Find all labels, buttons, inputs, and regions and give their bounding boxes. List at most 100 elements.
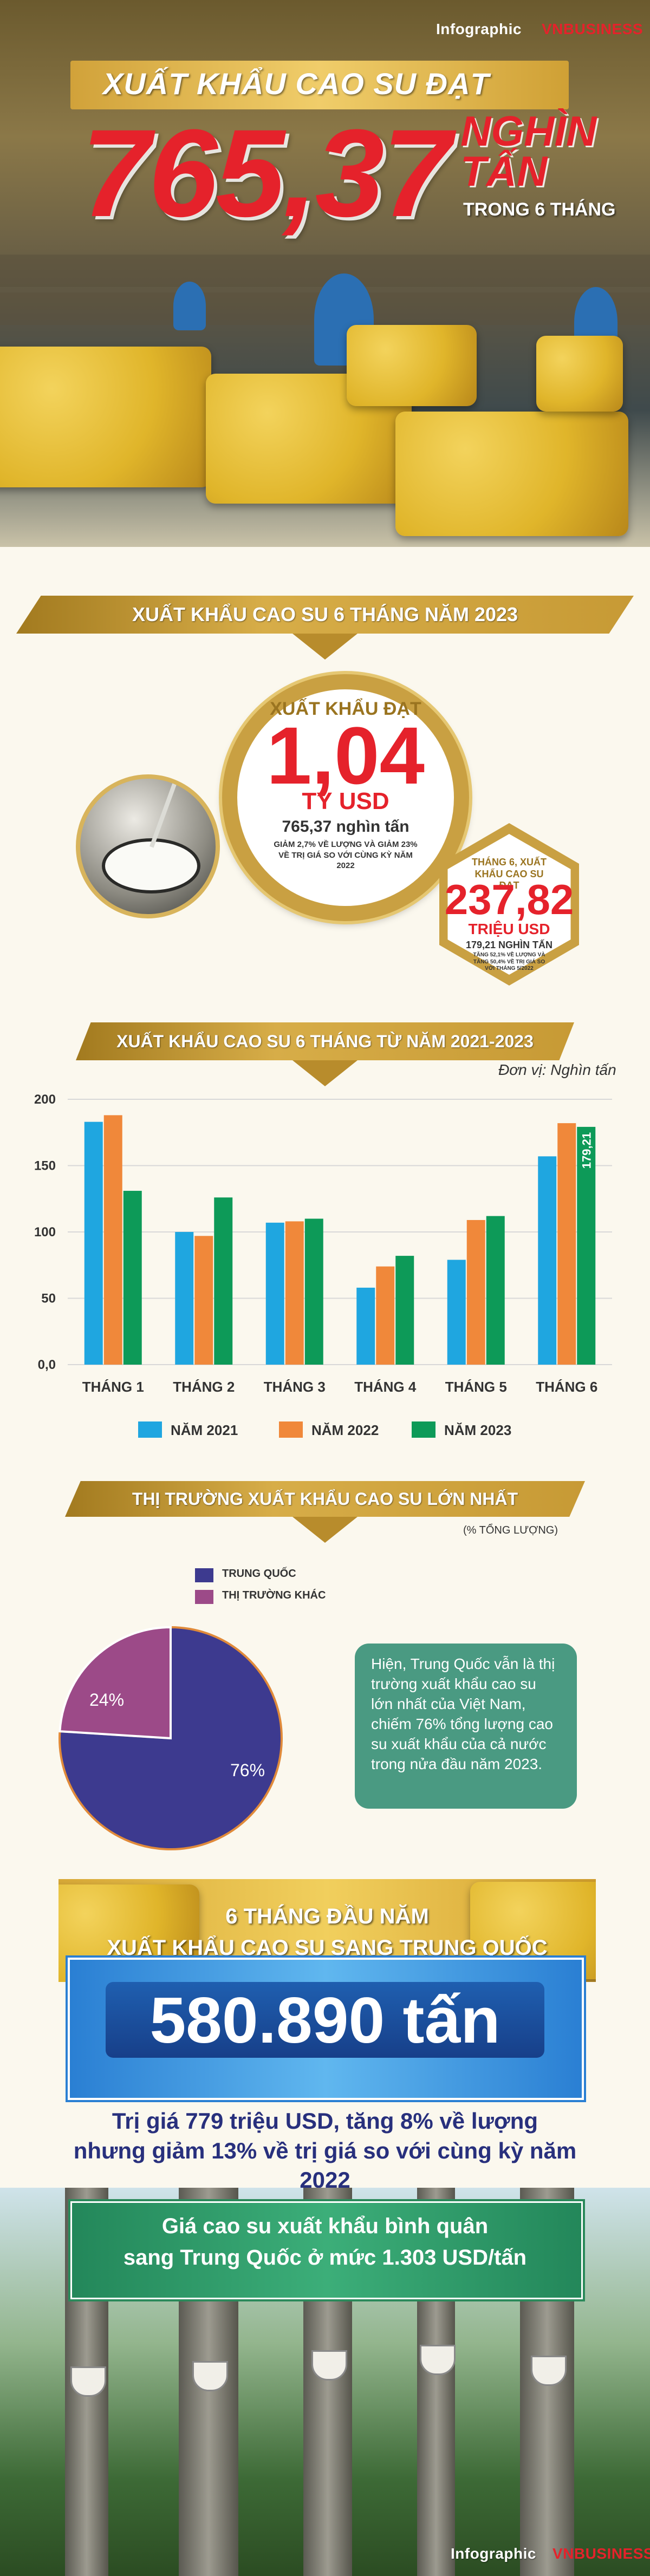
circle-value: 1,04 xyxy=(266,710,425,801)
latex-cup xyxy=(531,2356,567,2386)
y-tick-label: 50 xyxy=(41,1292,56,1306)
rubber-bale xyxy=(347,325,477,406)
legend-label: NĂM 2023 xyxy=(444,1422,511,1438)
china-volume-value: 580.890 tấn xyxy=(150,1984,500,2057)
june-hexagon-inner xyxy=(447,834,571,975)
pie-chart: 76% 24% xyxy=(58,1626,283,1850)
bar xyxy=(103,1115,122,1365)
legend-other-swatch xyxy=(195,1590,213,1604)
hero-title: XUẤT KHẨU CAO SU ĐẠT xyxy=(103,67,490,101)
bar xyxy=(538,1156,557,1365)
circle-volume: 765,37 nghìn tấn xyxy=(282,818,410,836)
legend-swatch xyxy=(138,1421,162,1438)
china-banner-line1: 6 THÁNG ĐẦU NĂM xyxy=(225,1905,429,1928)
ribbon-pointer xyxy=(292,1517,358,1543)
china-desc-line2: nhưng giảm 13% về trị giá so với cùng kỳ… xyxy=(73,2137,577,2193)
china-value-desc: Trị giá 779 triệu USD, tăng 8% về lượng … xyxy=(54,2107,596,2195)
brand-name: VNBUSINESS xyxy=(542,21,644,37)
bar xyxy=(123,1191,142,1365)
x-tick-label: THÁNG 3 xyxy=(264,1379,326,1395)
latex-cup xyxy=(420,2345,456,2375)
y-tick-label: 0,0 xyxy=(38,1358,56,1372)
bar xyxy=(194,1236,213,1365)
footer-brand-name: VNBUSINESS xyxy=(552,2545,650,2562)
hex-note: TĂNG 52,1% VỀ LƯỢNG VÀ TĂNG 50,4% VỀ TRỊ… xyxy=(473,952,545,971)
legend-label: NĂM 2022 xyxy=(311,1422,379,1438)
x-tick-label: THÁNG 5 xyxy=(445,1379,507,1395)
latex-cup xyxy=(192,2361,228,2391)
legend-label: NĂM 2021 xyxy=(171,1422,238,1438)
bar xyxy=(175,1232,194,1365)
price-text: Giá cao su xuất khẩu bình quân sang Trun… xyxy=(70,2210,580,2273)
bar xyxy=(486,1216,505,1365)
y-tick-label: 100 xyxy=(34,1225,56,1240)
x-tick-label: THÁNG 6 xyxy=(536,1379,597,1395)
latex-drip xyxy=(150,780,178,848)
legend-china-swatch xyxy=(195,1568,213,1582)
hex-value: 237,82 xyxy=(444,876,574,923)
latex-cup xyxy=(311,2350,347,2381)
hero-title-bar xyxy=(70,61,569,109)
circle-note: GIẢM 2,7% VỀ LƯỢNG VÀ GIẢM 23% VỀ TRỊ GI… xyxy=(274,840,418,870)
worker-figure xyxy=(173,282,206,330)
rubber-forest-image xyxy=(0,2188,650,2576)
hex-volume: 179,21 NGHÌN TẤN xyxy=(465,940,553,950)
y-tick-label: 150 xyxy=(34,1159,56,1173)
pie-label-other: 24% xyxy=(89,1690,124,1710)
circle-unit: TỶ USD xyxy=(302,788,389,814)
bar xyxy=(285,1221,304,1365)
ribbon-pointer xyxy=(292,1060,358,1086)
hero-unit: NGHÌN TẤN xyxy=(460,107,597,195)
china-volume-inner xyxy=(106,1982,544,2058)
factory-background xyxy=(0,255,650,287)
bar xyxy=(376,1266,395,1365)
latex-cup xyxy=(70,2366,106,2397)
hero-subtitle: TRONG 6 THÁNG xyxy=(463,199,616,220)
hex-label: THÁNG 6, XUẤT KHẨU CAO SU ĐẠT xyxy=(471,857,547,891)
legend-swatch xyxy=(412,1421,435,1438)
data-label: 179,21 xyxy=(580,1132,593,1169)
bar xyxy=(214,1197,233,1365)
price-line2: sang Trung Quốc ở mức 1.303 USD/tấn xyxy=(123,2246,527,2270)
hero-value: 765,37 xyxy=(81,103,451,243)
pie-slice-china xyxy=(58,1626,283,1850)
pie-unit-note: (% TỔNG LƯỢNG) xyxy=(463,1524,558,1536)
bar xyxy=(466,1219,485,1365)
bar-chart: 0,0 50 100 150 200 THÁNG 1 THÁNG 2 THÁNG 3 THÁNG… xyxy=(34,1092,612,1438)
bar xyxy=(557,1123,576,1365)
bar xyxy=(577,1126,596,1365)
market-note: Hiện, Trung Quốc vẫn là thị trường xuất … xyxy=(355,1644,577,1809)
footer-brand-label: Infographic xyxy=(451,2545,536,2562)
section1-ribbon: XUẤT KHẨU CAO SU 6 THÁNG NĂM 2023 xyxy=(16,596,634,634)
legend-china-label: TRUNG QUỐC xyxy=(222,1568,296,1580)
hex-unit: TRIỆU USD xyxy=(468,921,550,937)
legend-swatch xyxy=(279,1421,303,1438)
unit-label: Đơn vị: Nghìn tấn xyxy=(498,1061,616,1078)
china-banner-text: 6 THÁNG ĐẦU NĂM XUẤT KHẨU CAO SU SANG TR… xyxy=(58,1901,596,1964)
china-desc-line1: Trị giá 779 triệu USD, tăng 8% về lượng xyxy=(112,2108,538,2134)
x-tick-label: THÁNG 4 xyxy=(354,1379,417,1395)
china-banner-line2: XUẤT KHẨU CAO SU SANG TRUNG QUỐC xyxy=(107,1936,548,1960)
pie-slice-other xyxy=(58,1626,172,1740)
price-box xyxy=(70,2201,583,2299)
bar xyxy=(447,1260,466,1365)
x-tick-label: THÁNG 1 xyxy=(82,1379,144,1395)
section2-ribbon: XUẤT KHẨU CAO SU 6 THÁNG TỪ NĂM 2021-202… xyxy=(76,1022,574,1060)
ribbon-pointer xyxy=(292,634,358,660)
bar xyxy=(265,1222,284,1365)
bar xyxy=(356,1287,375,1365)
price-line1: Giá cao su xuất khẩu bình quân xyxy=(161,2214,489,2238)
bar xyxy=(304,1218,323,1365)
legend-other-label: THỊ TRƯỜNG KHÁC xyxy=(222,1589,326,1601)
pie-label-china: 76% xyxy=(230,1760,265,1780)
section3-ribbon: THỊ TRƯỜNG XUẤT KHẨU CAO SU LỚN NHẤT xyxy=(65,1481,585,1517)
rubber-bale xyxy=(395,412,628,536)
bar xyxy=(84,1121,103,1365)
x-tick-label: THÁNG 2 xyxy=(173,1379,235,1395)
rubber-bale xyxy=(0,347,211,487)
hero-unit-line2: TẤN xyxy=(460,147,548,195)
bar xyxy=(395,1256,414,1365)
rubber-bale xyxy=(536,336,623,412)
latex-cup-image xyxy=(76,774,220,918)
hero-unit-line1: NGHÌN xyxy=(460,107,597,155)
